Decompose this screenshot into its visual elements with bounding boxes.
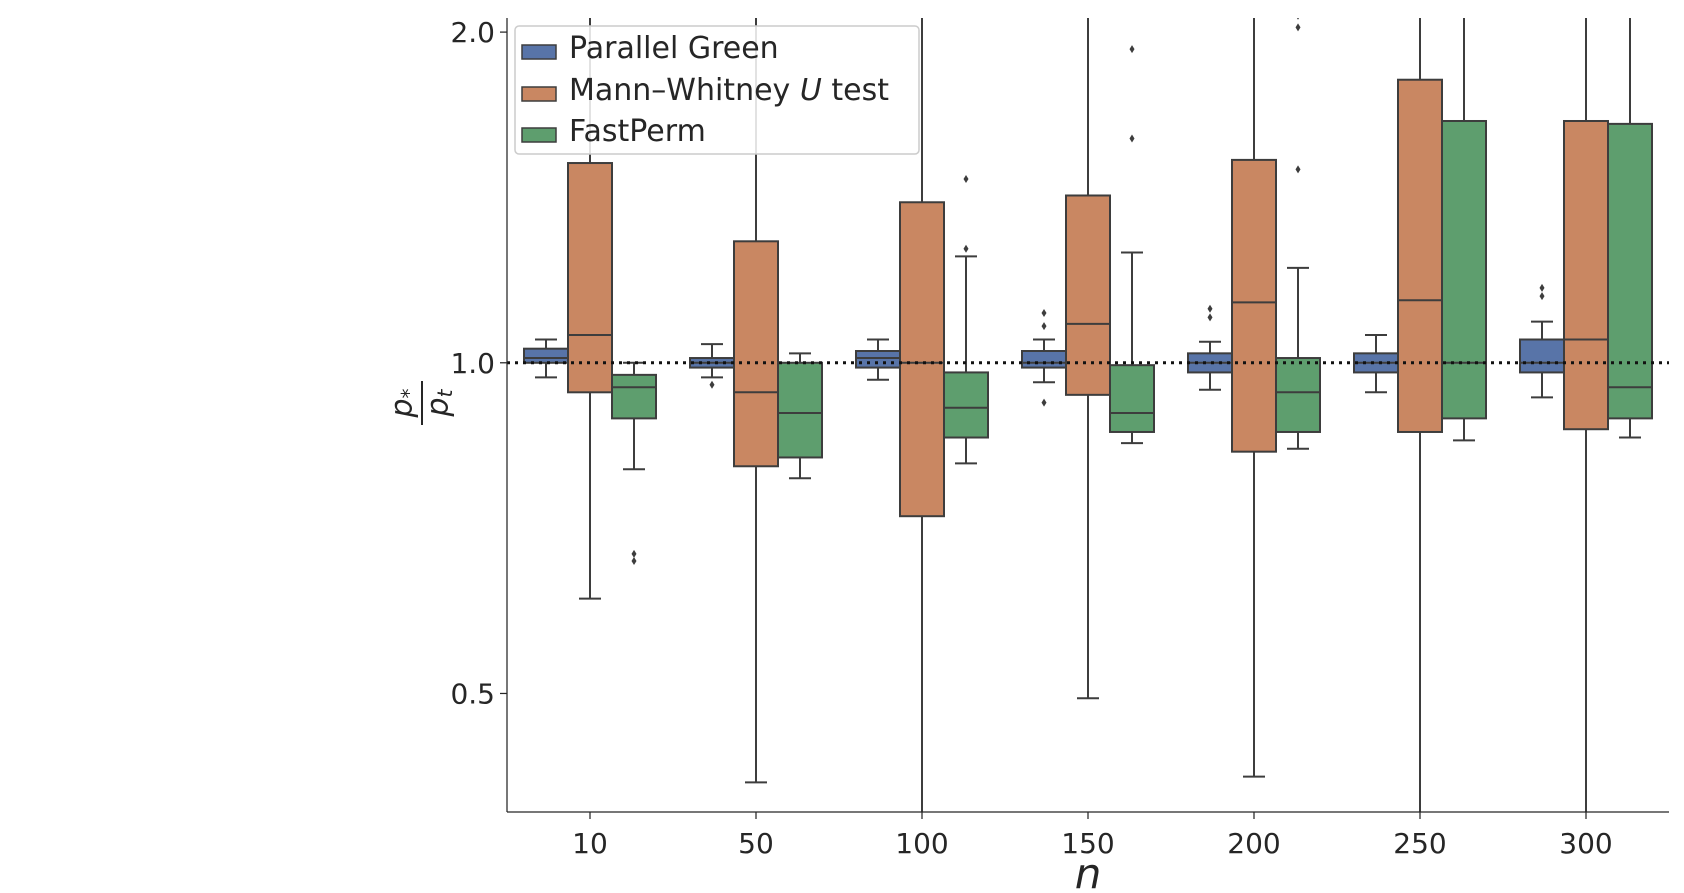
- box-iqr: [1563, 119, 1609, 431]
- y-label-numerator-sub: *: [397, 388, 421, 398]
- y-axis-label: p* pt: [385, 381, 457, 425]
- outlier-point: [1041, 322, 1047, 331]
- legend-swatch-fastperm: [521, 127, 557, 143]
- x-tick-label: 100: [895, 827, 948, 860]
- outlier-point: [709, 380, 715, 389]
- box-iqr: [1021, 350, 1067, 369]
- x-tick-label: 200: [1227, 827, 1280, 860]
- outlier-point: [963, 174, 969, 183]
- box-group: [1275, 18, 1321, 450]
- outlier-point: [1539, 292, 1545, 301]
- legend-label-parallel-green: Parallel Green: [569, 31, 779, 66]
- box-iqr: [1109, 364, 1155, 433]
- box-group: [1441, 18, 1487, 442]
- legend-swatch-parallel-green: [521, 44, 557, 60]
- outlier-point: [631, 557, 637, 566]
- box-group: [567, 18, 613, 600]
- outlier-point: [1129, 45, 1135, 54]
- box-iqr: [523, 347, 569, 364]
- box-group: [1519, 283, 1565, 399]
- box-group: [777, 352, 823, 480]
- outlier-point: [1295, 165, 1301, 174]
- y-axis-ticks: 0.5 1.0 2.0: [450, 16, 507, 710]
- plot-area: [523, 18, 1653, 812]
- box-group: [1231, 18, 1277, 778]
- box-group: [1353, 333, 1399, 394]
- outlier-point: [963, 244, 969, 253]
- outlier-point: [1296, 18, 1300, 20]
- legend-label-mann-whitney: Mann–Whitney U test: [569, 73, 889, 108]
- box-iqr: [1441, 119, 1487, 420]
- box-iqr: [611, 373, 657, 420]
- box-group: [733, 18, 779, 784]
- outlier-point: [1041, 398, 1047, 407]
- legend-frame: [514, 25, 920, 155]
- y-tick-label: 1.0: [450, 347, 495, 380]
- y-tick-label: 0.5: [450, 677, 495, 710]
- legend: Parallel Green Mann–Whitney U test FastP…: [514, 25, 920, 155]
- legend-swatch-mann-whitney: [521, 86, 557, 102]
- x-axis-ticks: 10 50 100 150 200 250 300: [572, 812, 1613, 860]
- box-iqr: [1275, 357, 1321, 433]
- outlier-point: [1295, 23, 1301, 32]
- y-label-numerator: p: [385, 398, 420, 418]
- box-group: [1397, 18, 1443, 812]
- box-iqr: [943, 371, 989, 439]
- box-group: [523, 338, 569, 379]
- x-tick-label: 250: [1393, 827, 1446, 860]
- box-group: [689, 343, 735, 389]
- box-group: [1109, 45, 1155, 445]
- box-group: [611, 361, 657, 566]
- y-label-denominator: p: [421, 397, 456, 417]
- box-iqr: [1519, 338, 1565, 374]
- outlier-point: [1041, 308, 1047, 317]
- outlier-point: [1207, 304, 1213, 313]
- outlier-point: [1539, 283, 1545, 292]
- box-iqr: [1231, 158, 1277, 453]
- box-iqr: [1065, 194, 1111, 396]
- box-iqr: [899, 201, 945, 518]
- box-group: [1021, 308, 1067, 407]
- outlier-point: [1129, 134, 1135, 143]
- box-group: [1065, 18, 1111, 700]
- legend-label-fastperm: FastPerm: [569, 114, 706, 149]
- box-iqr: [1607, 122, 1653, 420]
- box-group: [855, 338, 901, 381]
- box-iqr: [855, 350, 901, 369]
- outlier-point: [631, 549, 637, 558]
- x-tick-label: 50: [738, 827, 774, 860]
- svg-text:pt: pt: [421, 388, 457, 417]
- box-iqr: [733, 240, 779, 468]
- svg-text:p*: p*: [385, 388, 421, 418]
- x-tick-label: 300: [1559, 827, 1612, 860]
- box-iqr: [777, 361, 823, 459]
- x-tick-label: 150: [1061, 827, 1114, 860]
- x-tick-label: 10: [572, 827, 608, 860]
- box-group: [1607, 18, 1653, 439]
- outlier-point: [1207, 313, 1213, 322]
- box-group: [1563, 18, 1609, 812]
- y-label-denominator-sub: t: [433, 388, 457, 397]
- x-axis-label: n: [1075, 849, 1102, 893]
- box-iqr: [567, 162, 613, 394]
- box-iqr: [1397, 78, 1443, 433]
- box-group: [1187, 304, 1233, 391]
- y-tick-label: 2.0: [450, 16, 495, 49]
- box-group: [943, 174, 989, 465]
- box-group: [899, 18, 945, 812]
